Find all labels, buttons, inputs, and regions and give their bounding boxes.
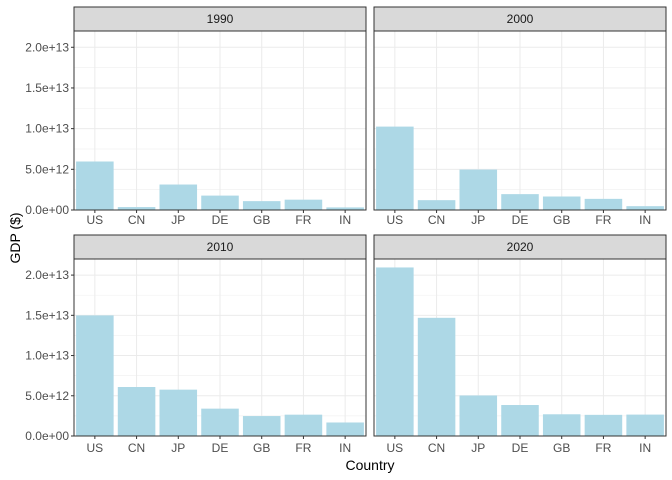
x-tick-label: CN	[128, 441, 145, 455]
x-tick-label: GB	[553, 213, 570, 227]
facet-strip-label: 2020	[507, 240, 534, 254]
y-axis-title: GDP ($)	[7, 212, 23, 263]
y-tick-label: 0.0e+00	[25, 203, 69, 217]
y-axis-top-row: 0.0e+00 5.0e+12 1.0e+13 1.5e+13 2.0e+13	[25, 40, 74, 217]
x-tick-label: DE	[212, 441, 229, 455]
bar-JP	[459, 395, 498, 436]
bar-US	[76, 161, 114, 210]
y-tick-label: 5.0e+12	[25, 162, 69, 176]
x-tick-label: JP	[471, 441, 485, 455]
bar-CN	[117, 207, 156, 210]
x-tick-label: FR	[595, 441, 611, 455]
y-tick-label: 2.0e+13	[25, 40, 69, 54]
x-tick-label: US	[387, 441, 404, 455]
x-tick-label: FR	[295, 213, 311, 227]
bar-JP	[159, 184, 198, 210]
y-tick-label: 1.5e+13	[25, 308, 69, 322]
x-tick-label: JP	[471, 213, 485, 227]
x-tick-label: IN	[639, 441, 651, 455]
bar-DE	[501, 194, 539, 210]
y-tick-label: 5.0e+12	[25, 389, 69, 403]
x-tick-label: GB	[253, 213, 270, 227]
bar-CN	[417, 200, 456, 210]
x-tick-label: FR	[295, 441, 311, 455]
bar-CN	[417, 317, 456, 436]
bar-DE	[201, 408, 239, 436]
x-tick-label: CN	[128, 213, 145, 227]
facet-strip-label: 1990	[207, 12, 234, 26]
bar-US	[76, 315, 114, 436]
x-tick-label: JP	[171, 213, 185, 227]
y-tick-label: 1.5e+13	[25, 81, 69, 95]
bar-GB	[242, 201, 281, 210]
x-tick-label: IN	[339, 441, 351, 455]
bar-DE	[201, 195, 239, 210]
x-tick-label: IN	[639, 213, 651, 227]
bar-CN	[117, 387, 156, 436]
facet-strip	[373, 234, 667, 260]
bar-DE	[501, 405, 539, 436]
facet-strip-label: 2010	[207, 240, 234, 254]
y-tick-label: 1.0e+13	[25, 349, 69, 363]
bar-IN	[626, 206, 664, 210]
panel-2020: 2020 US CN JP DE GB FR IN	[373, 234, 667, 455]
x-tick-label: JP	[171, 441, 185, 455]
facet-strip-label: 2000	[507, 12, 534, 26]
x-tick-label: US	[87, 213, 104, 227]
x-tick-label: US	[387, 213, 404, 227]
x-tick-label: FR	[595, 213, 611, 227]
y-axis-bottom-row: 0.0e+00 5.0e+12 1.0e+13 1.5e+13 2.0e+13	[25, 268, 74, 443]
bar-US	[376, 267, 414, 436]
x-tick-label: IN	[339, 213, 351, 227]
bar-JP	[159, 389, 198, 436]
x-tick-label: CN	[428, 213, 445, 227]
bar-IN	[626, 414, 664, 436]
panel-1990: 1990 US CN JP DE GB FR IN	[73, 6, 367, 227]
x-tick-label: DE	[512, 213, 529, 227]
bar-FR	[284, 414, 323, 436]
x-tick-label: GB	[253, 441, 270, 455]
x-tick-label: CN	[428, 441, 445, 455]
facet-strip	[73, 6, 367, 32]
y-tick-label: 2.0e+13	[25, 268, 69, 282]
bar-FR	[584, 414, 623, 436]
bar-US	[376, 126, 414, 210]
x-tick-label: GB	[553, 441, 570, 455]
panel-2010: 2010 US CN JP DE GB FR IN	[73, 234, 367, 455]
bar-JP	[459, 169, 498, 210]
panel-2000: 2000 US CN JP DE GB FR IN	[373, 6, 667, 227]
bar-FR	[284, 199, 323, 210]
y-tick-label: 0.0e+00	[25, 429, 69, 443]
y-tick-label: 1.0e+13	[25, 122, 69, 136]
x-axis-title: Country	[345, 457, 394, 473]
bar-IN	[326, 422, 364, 436]
bar-IN	[326, 207, 364, 210]
bar-GB	[542, 196, 581, 210]
x-tick-label: DE	[512, 441, 529, 455]
bar-GB	[242, 416, 281, 436]
x-tick-label: US	[87, 441, 104, 455]
bar-FR	[584, 198, 623, 210]
x-tick-label: DE	[212, 213, 229, 227]
bar-GB	[542, 414, 581, 436]
